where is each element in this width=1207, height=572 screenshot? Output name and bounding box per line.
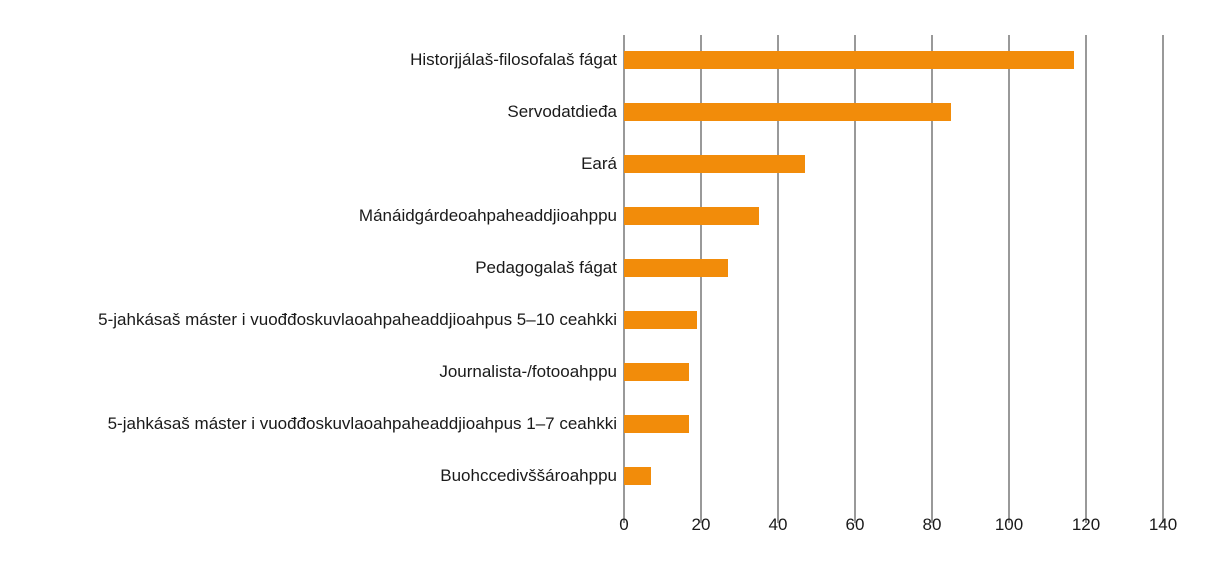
- gridline: [1008, 35, 1010, 523]
- bar: [624, 51, 1075, 69]
- x-tick-label: 20: [691, 515, 711, 534]
- bar: [624, 467, 651, 485]
- category-label: Buohccedivššároahppu: [440, 466, 617, 485]
- gridline: [777, 35, 779, 523]
- category-label: Pedagogalaš fágat: [475, 258, 617, 277]
- category-label: Servodatdieđa: [507, 102, 617, 121]
- x-tick-label: 140: [1148, 515, 1178, 534]
- x-tick-label: 0: [619, 515, 629, 534]
- bar: [624, 207, 759, 225]
- gridline: [931, 35, 933, 523]
- x-tick-label: 120: [1071, 515, 1101, 534]
- gridline: [700, 35, 702, 523]
- bar: [624, 103, 952, 121]
- category-label: Eará: [581, 154, 617, 173]
- bar: [624, 259, 728, 277]
- category-label: Journalista-/fotooahppu: [439, 362, 617, 381]
- x-tick-label: 40: [768, 515, 788, 534]
- bar: [624, 415, 690, 433]
- bar: [624, 363, 690, 381]
- gridline: [1085, 35, 1087, 523]
- x-tick-label: 80: [922, 515, 942, 534]
- category-label: Historjjálaš-filosofalaš fágat: [410, 50, 617, 69]
- bar: [624, 155, 805, 173]
- x-tick-label: 100: [994, 515, 1024, 534]
- gridline: [1162, 35, 1164, 523]
- x-tick-label: 60: [845, 515, 865, 534]
- gridline: [623, 35, 625, 523]
- category-label: Mánáidgárdeoahpaheaddjioahppu: [358, 206, 617, 225]
- bar: [624, 311, 698, 329]
- gridline: [854, 35, 856, 523]
- category-label: 5-jahkásaš máster i vuođđoskuvlaoahpahea…: [107, 414, 617, 433]
- category-label: 5-jahkásaš máster i vuođđoskuvlaoahpahea…: [98, 310, 617, 329]
